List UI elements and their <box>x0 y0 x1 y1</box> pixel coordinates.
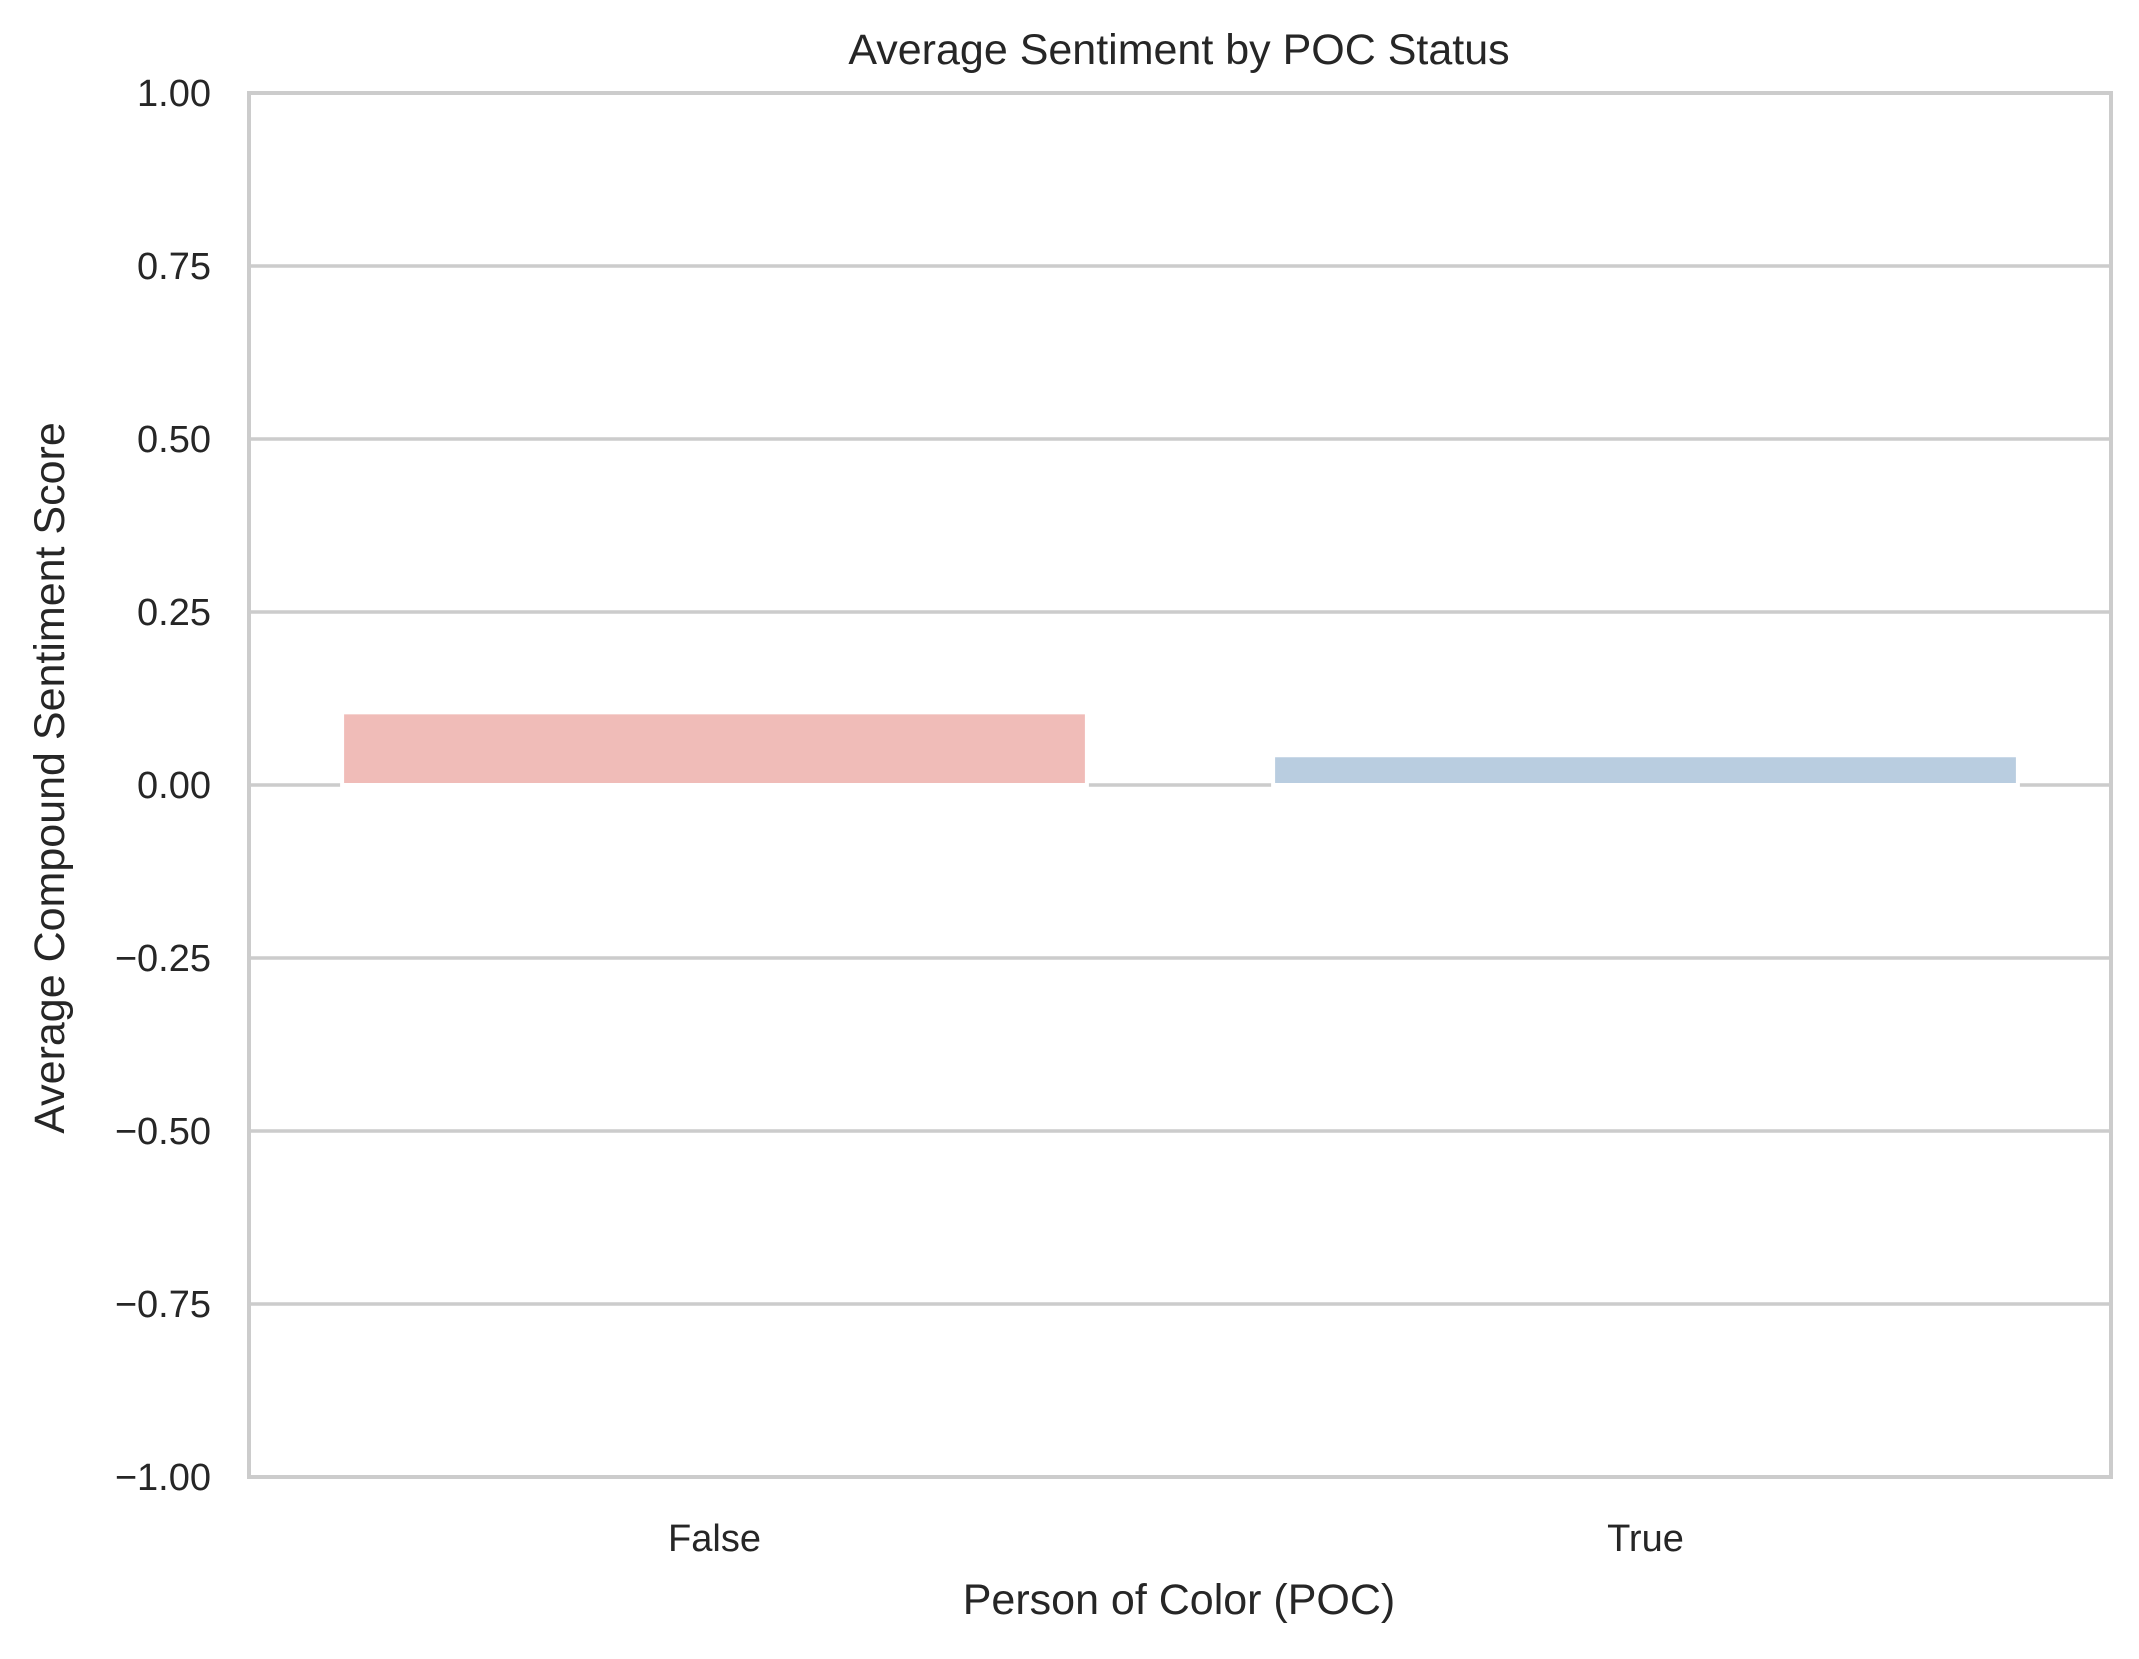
y-tick-label: −1.00 <box>115 1457 211 1499</box>
y-tick-label: 0.75 <box>137 246 211 288</box>
x-tick-labels: False True <box>668 1518 1684 1560</box>
y-tick-label: 0.50 <box>137 419 211 461</box>
y-tick-label: 1.00 <box>137 73 211 115</box>
bar-true <box>1271 753 2020 788</box>
x-axis-label: Person of Color (POC) <box>963 1576 1396 1624</box>
plot-frame <box>247 91 2113 1479</box>
y-axis-label: Average Compound Sentiment Score <box>26 422 74 1134</box>
y-tick-label: −0.50 <box>115 1111 211 1153</box>
y-tick-label: 0.00 <box>137 765 211 807</box>
y-tick-label: 0.25 <box>137 592 211 634</box>
x-tick-label: False <box>668 1518 761 1560</box>
y-tick-label: −0.25 <box>115 938 211 980</box>
y-tick-label: −0.75 <box>115 1284 211 1326</box>
y-tick-labels: 1.00 0.75 0.50 0.25 0.00 −0.25 −0.50 −0.75 −1.00 <box>115 73 211 1499</box>
chart-title: Average Sentiment by POC Status <box>848 26 1509 74</box>
x-tick-label: True <box>1607 1518 1684 1560</box>
bars <box>340 710 2020 788</box>
bar-false <box>340 710 1089 788</box>
